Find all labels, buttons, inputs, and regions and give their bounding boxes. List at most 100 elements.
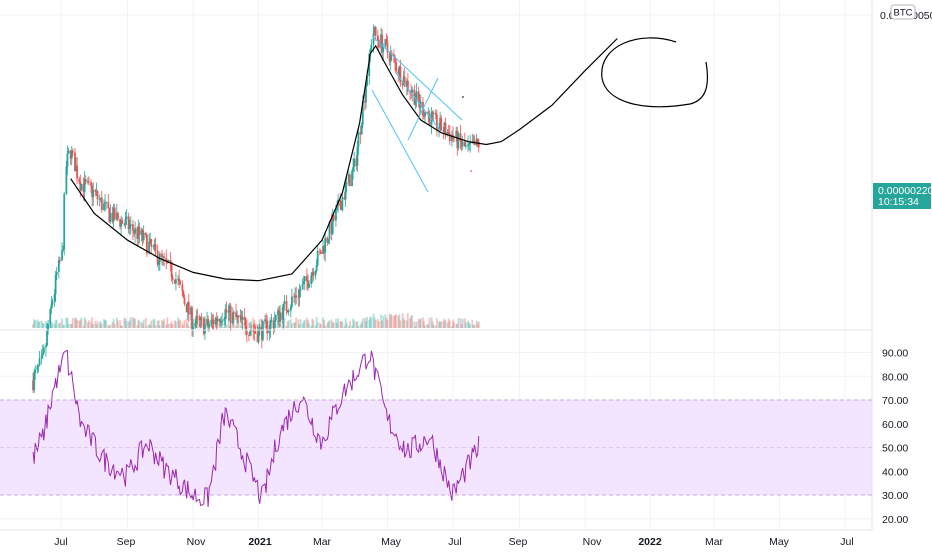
candle-body <box>459 133 462 142</box>
candle-body <box>41 352 44 356</box>
candle-body <box>265 319 268 321</box>
candle-body <box>347 174 350 183</box>
volume-bar <box>221 323 223 328</box>
volume-bar <box>34 320 37 328</box>
candle-body <box>291 296 293 307</box>
volume-bar <box>156 320 159 328</box>
candle-body <box>297 297 300 299</box>
volume-bar <box>75 317 77 328</box>
last-price-tag: 0.00000220 10:15:34 <box>873 183 932 209</box>
candle-body <box>162 256 164 258</box>
time-axis[interactable]: Jul Sep Nov 2021 Mar May Jul Sep Nov 2022 Mar May Ju… <box>54 536 853 548</box>
volume-bar <box>283 318 286 328</box>
volume-bar <box>86 322 89 328</box>
currency-badge[interactable]: BTC <box>890 4 916 20</box>
candle-body <box>32 380 34 391</box>
candle-body <box>312 271 315 276</box>
volume-bar <box>347 325 350 328</box>
volume-bar <box>344 318 347 328</box>
candle-body <box>96 191 99 200</box>
candle-body <box>272 320 275 329</box>
rsi-axis[interactable]: 90.00 80.00 70.00 60.00 50.00 40.00 30.00 20.00 <box>882 348 908 526</box>
time-tick-label: 2021 <box>248 536 272 548</box>
candle-body <box>191 307 193 330</box>
candle-body <box>310 275 313 284</box>
volume-bar <box>315 317 318 328</box>
volume-bar <box>214 324 217 328</box>
volume-bar <box>112 319 115 328</box>
candle-body <box>108 208 111 222</box>
candle-body <box>302 280 305 284</box>
candle-body <box>279 312 281 322</box>
candle-body <box>439 117 442 128</box>
candle-body <box>86 181 89 183</box>
volume-bar <box>177 317 179 328</box>
candle-body <box>289 306 292 311</box>
volume-bar <box>351 325 353 328</box>
candle-body <box>361 100 364 125</box>
volume-bar <box>67 323 70 328</box>
candle-body <box>369 48 372 54</box>
candle-body <box>372 33 375 45</box>
candle-body <box>65 166 68 194</box>
candle-body <box>173 279 176 284</box>
volume-bar <box>181 322 184 328</box>
volume-bar <box>403 319 406 328</box>
volume-bar <box>286 321 289 328</box>
candle-body <box>111 212 114 222</box>
volume-bar <box>311 318 314 328</box>
candle-body <box>264 319 266 322</box>
candle-body <box>320 251 322 254</box>
candle-body <box>198 317 201 321</box>
candle-body <box>229 305 232 324</box>
candle-body <box>220 322 222 323</box>
volume-bar <box>281 324 284 328</box>
volume-bar <box>339 321 342 328</box>
candle-body <box>76 165 79 179</box>
volume-bar <box>249 322 251 328</box>
volume-bar <box>453 322 455 328</box>
volume-bar <box>380 314 382 328</box>
volume-bar <box>399 320 402 328</box>
volume-bar <box>472 324 475 328</box>
volume-bar <box>402 318 405 328</box>
volume-bar <box>105 320 108 328</box>
candle-body <box>233 312 235 314</box>
time-tick-label: Nov <box>583 536 602 548</box>
candle-body <box>442 130 445 132</box>
volume-bar <box>117 320 119 328</box>
candle-body <box>311 271 314 276</box>
volume-bar <box>182 325 185 328</box>
candle-body <box>237 315 240 318</box>
time-tick-label: Mar <box>705 536 724 548</box>
candles[interactable] <box>32 24 480 394</box>
candle-body <box>99 197 102 200</box>
candle-body <box>100 197 103 210</box>
candle-body <box>345 182 348 185</box>
candle-body <box>323 246 326 253</box>
volume-bar <box>245 318 248 328</box>
candle-body <box>376 35 379 41</box>
currency-badge-label: BTC <box>894 8 913 19</box>
drawings[interactable] <box>70 36 709 282</box>
volume-bar <box>328 320 331 328</box>
volume-bar <box>291 323 293 328</box>
volume-bar <box>326 323 329 328</box>
candle-body <box>123 223 126 225</box>
volume-bar <box>137 319 140 328</box>
candle-body <box>47 324 50 331</box>
currency-badge-box[interactable] <box>890 4 916 20</box>
volume-bar <box>356 321 359 328</box>
volume-bar <box>443 318 446 328</box>
volume-bar <box>129 317 132 328</box>
candle-body <box>252 330 255 332</box>
volume-bar <box>278 325 280 328</box>
candle-body <box>451 134 453 142</box>
candle-body <box>428 113 431 126</box>
candle-body <box>112 207 115 222</box>
candle-body <box>385 39 388 43</box>
candle-body <box>440 117 443 131</box>
volume-bar <box>257 324 260 328</box>
